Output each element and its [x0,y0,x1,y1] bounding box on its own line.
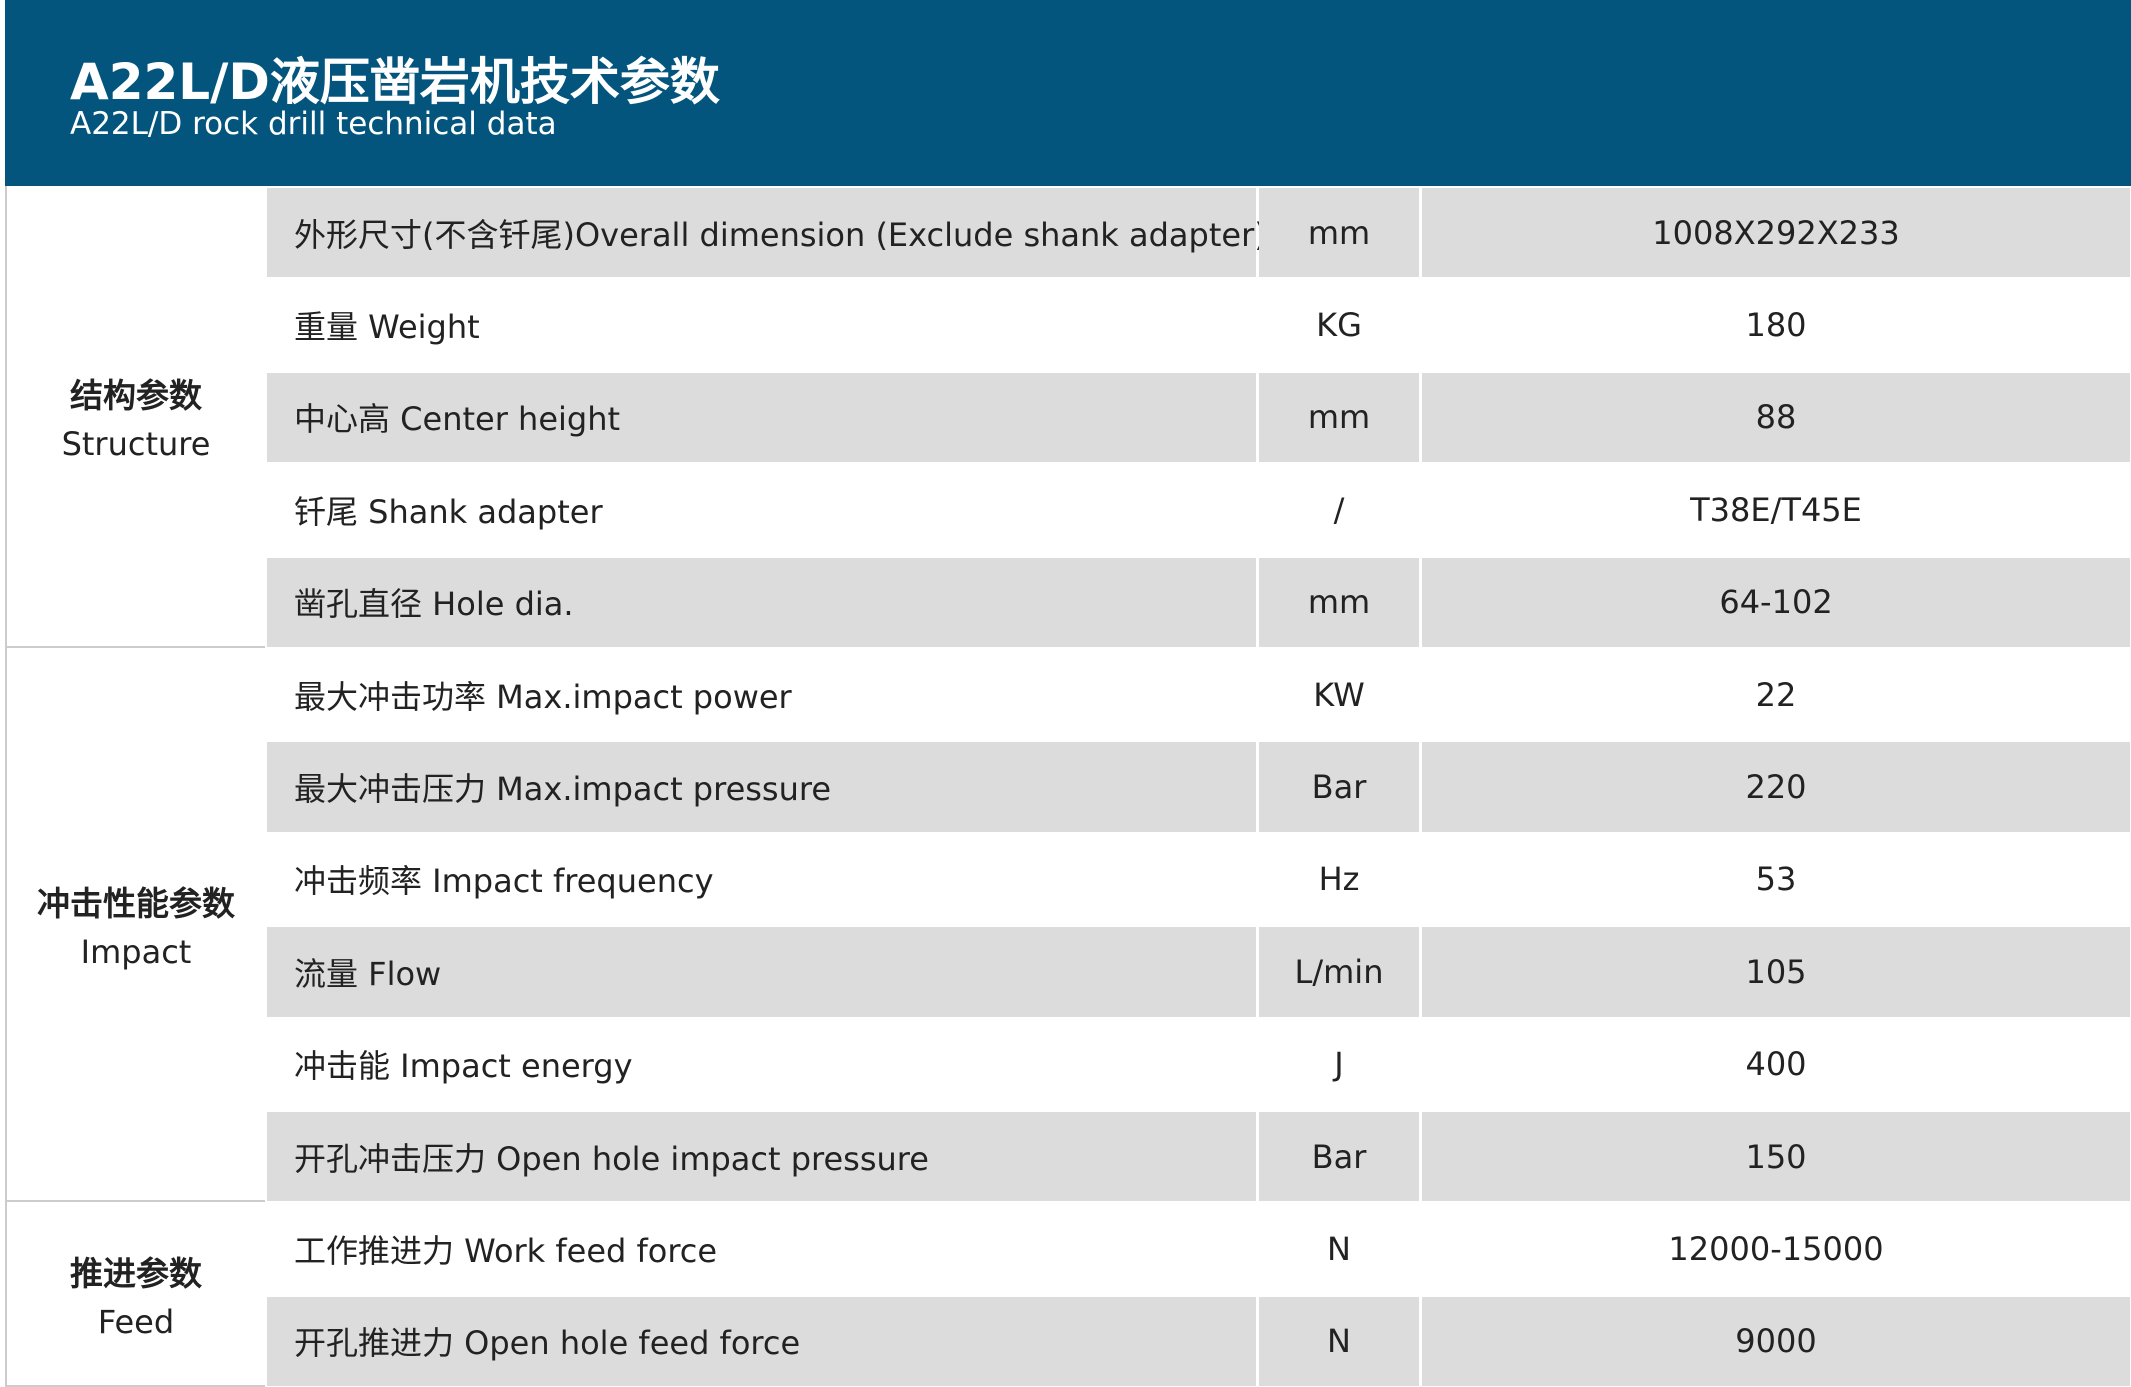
cell-param: 外形尺寸(不含钎尾)Overall dimension (Exclude sha… [267,188,1267,278]
group-label: 推进参数 Feed [5,1202,265,1387]
cell-unit: mm [1259,372,1419,463]
cell-unit: L/min [1259,927,1419,1017]
cell-unit: KG [1259,280,1419,370]
header: A22L/D液压凿岩机技术参数 A22L/D rock drill techni… [5,0,2131,186]
cell-param: 冲击频率 Impact frequency [267,834,1256,925]
cell-unit: N [1259,1296,1419,1387]
cell-unit: J [1259,1019,1419,1109]
spec-table: 结构参数 Structure 外形尺寸(不含钎尾)Overall dimension… [0,186,2131,1387]
cell-unit: mm [1259,188,1419,278]
cell-value: 88 [1422,372,2130,463]
group-label-en: Impact [80,933,192,972]
group-label-cn: 推进参数 [70,1253,202,1293]
cell-value: 220 [1422,742,2130,832]
cell-value: 180 [1422,280,2130,370]
cell-value: 105 [1422,927,2130,1017]
cell-unit: Bar [1259,1112,1419,1202]
cell-param: 重量 Weight [267,280,1256,370]
cell-value: 400 [1422,1019,2130,1109]
cell-param: 开孔冲击压力 Open hole impact pressure [267,1112,1256,1202]
cell-unit: / [1259,465,1419,555]
cell-unit: Bar [1259,742,1419,832]
group-label: 结构参数 Structure [5,186,265,648]
cell-value: 1008X292X233 [1422,188,2130,278]
cell-value: 53 [1422,834,2130,925]
cell-value: 12000-15000 [1422,1204,2130,1294]
subtitle: A22L/D rock drill technical data [70,106,557,142]
group-label-en: Structure [61,425,211,463]
cell-param: 中心高 Center height [267,372,1256,463]
cell-value: 150 [1422,1112,2130,1202]
cell-param: 最大冲击压力 Max.impact pressure [267,742,1256,832]
cell-param: 钎尾 Shank adapter [267,465,1256,555]
cell-param: 冲击能 Impact energy [267,1019,1256,1109]
cell-unit: N [1259,1204,1419,1294]
title: A22L/D液压凿岩机技术参数 [70,53,720,111]
cell-value: 9000 [1422,1296,2130,1387]
cell-param: 开孔推进力 Open hole feed force [267,1296,1256,1387]
group-label-cn: 冲击性能参数 [37,884,235,924]
cell-unit: KW [1259,650,1419,740]
group-label: 冲击性能参数 Impact [5,648,265,1203]
cell-unit: Hz [1259,834,1419,925]
cell-param: 工作推进力 Work feed force [267,1204,1256,1294]
cell-param: 凿孔直径 Hole dia. [267,557,1256,647]
cell-param: 最大冲击功率 Max.impact power [267,650,1256,740]
cell-unit: mm [1259,557,1419,647]
cell-value: T38E/T45E [1422,465,2130,555]
cell-param: 流量 Flow [267,927,1256,1017]
group-label-cn: 结构参数 [70,376,202,415]
group-label-en: Feed [97,1302,175,1341]
cell-value: 64-102 [1422,557,2130,647]
cell-value: 22 [1422,650,2130,740]
